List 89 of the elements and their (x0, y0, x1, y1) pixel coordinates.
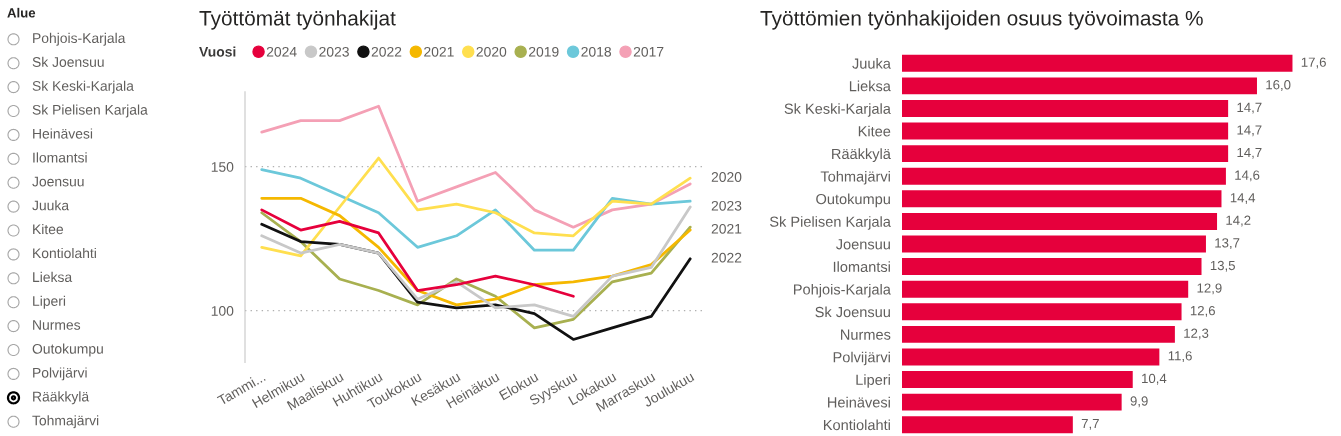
data-label: 14,7 (1237, 125, 1262, 137)
bar (902, 258, 1202, 276)
bar (902, 100, 1229, 117)
bar (902, 303, 1182, 321)
category-label: Sk Joensuu (32, 56, 104, 67)
bar (902, 393, 1122, 411)
category-label: Kontiolahti (33, 247, 96, 259)
legend-label: 2022 (371, 46, 402, 57)
text: Alue (7, 7, 36, 18)
annotation: 2023 (711, 200, 742, 211)
data-label: 9,9 (1130, 396, 1148, 408)
bar (902, 77, 1257, 95)
bar (902, 325, 1175, 343)
category-label: Lieksa (33, 271, 73, 283)
annotation: 2022 (711, 252, 742, 263)
data-label: 7,7 (1081, 419, 1099, 430)
bar (902, 212, 1218, 230)
legend-label: 2024 (266, 46, 297, 57)
category-label: Pohjois-Karjala (33, 32, 126, 46)
legend-label: 2021 (424, 46, 454, 57)
bar (902, 122, 1229, 140)
bar (902, 167, 1226, 185)
y-tick-label: Nurmes (841, 329, 891, 340)
category-label: Juuka (32, 200, 70, 211)
category-label: Rääkkylä (33, 391, 90, 405)
y-tick-label: 100 (211, 306, 234, 316)
y-tick-label: 150 (211, 162, 234, 172)
data-label: 12,6 (1190, 305, 1215, 317)
bar (902, 371, 1133, 388)
y-tick-label: Kitee (858, 125, 891, 137)
category-label: Kitee (33, 224, 64, 235)
line-series (260, 156, 692, 258)
legend-label: 2020 (476, 46, 507, 57)
category-label: Nurmes (33, 320, 81, 330)
y-tick-label: Joensuu (835, 239, 890, 250)
category-label: Heinävesi (33, 128, 93, 139)
bar (902, 280, 1189, 298)
category-label: Tohmajärvi (32, 415, 99, 429)
y-tick-label: Liperi (856, 374, 890, 388)
y-tick-label: Ilomantsi (833, 261, 890, 273)
legend-label: 2017 (633, 46, 664, 57)
chart-title: Työttömät työnhakijat (199, 10, 396, 30)
y-tick-label: Pohjois-Karjala (794, 283, 891, 298)
data-label: 12,3 (1184, 328, 1209, 340)
y-tick-label: Heinävesi (828, 396, 890, 408)
chart-title: Työttömien työnhakijoiden osuus työvoimasta % (760, 10, 1203, 30)
bar (902, 235, 1206, 253)
data-label: 14,6 (1235, 170, 1260, 182)
data-label: 11,6 (1168, 351, 1192, 363)
y-tick-label: Kontiolahti (823, 419, 890, 431)
data-label: 14,7 (1237, 147, 1262, 159)
y-tick-label: Sk Pielisen Karjala (769, 216, 891, 230)
category-label: Sk Pielisen Karjala (32, 104, 148, 118)
data-label: 13,7 (1215, 238, 1240, 250)
data-label: 13,5 (1210, 260, 1235, 272)
line-series (260, 208, 575, 298)
data-label: 14,4 (1230, 193, 1256, 204)
y-tick-label: Outokumpu (816, 193, 890, 208)
annotation: 2020 (711, 172, 742, 182)
category-label: Sk Keski-Karjala (32, 80, 134, 94)
category-label: Outokumpu (32, 343, 103, 357)
bar (902, 145, 1229, 163)
data-label: 10,4 (1142, 373, 1167, 385)
bar (902, 54, 1293, 72)
legend-label: 2019 (529, 46, 559, 57)
y-tick-label: Sk Keski-Karjala (784, 103, 891, 117)
category-label: Joensuu (32, 176, 84, 187)
category-label: Polvijärvi (33, 367, 87, 381)
legend-title: Vuosi (199, 46, 236, 57)
data-label: 14,7 (1237, 102, 1262, 114)
y-tick-label: Sk Joensuu (815, 306, 890, 318)
bar (902, 190, 1222, 208)
data-label: 16,0 (1266, 80, 1291, 91)
y-tick-label: Lieksa (849, 80, 891, 92)
y-tick-label: Polvijärvi (833, 351, 890, 366)
category-label: Liperi (33, 295, 66, 309)
data-label: 17,6 (1301, 57, 1326, 69)
line-series (260, 104, 692, 229)
bar (902, 416, 1073, 434)
data-label: 12,9 (1197, 283, 1222, 295)
legend-label: 2018 (581, 46, 612, 57)
annotation: 2021 (711, 223, 742, 234)
data-label: 14,2 (1226, 215, 1251, 227)
bar (902, 348, 1160, 366)
legend-label: 2023 (319, 46, 349, 57)
y-tick-label: Juuka (852, 58, 891, 69)
y-tick-label: Rääkkylä (832, 148, 891, 162)
y-tick-label: Tohmajärvi (820, 170, 890, 185)
category-label: Ilomantsi (33, 152, 87, 163)
